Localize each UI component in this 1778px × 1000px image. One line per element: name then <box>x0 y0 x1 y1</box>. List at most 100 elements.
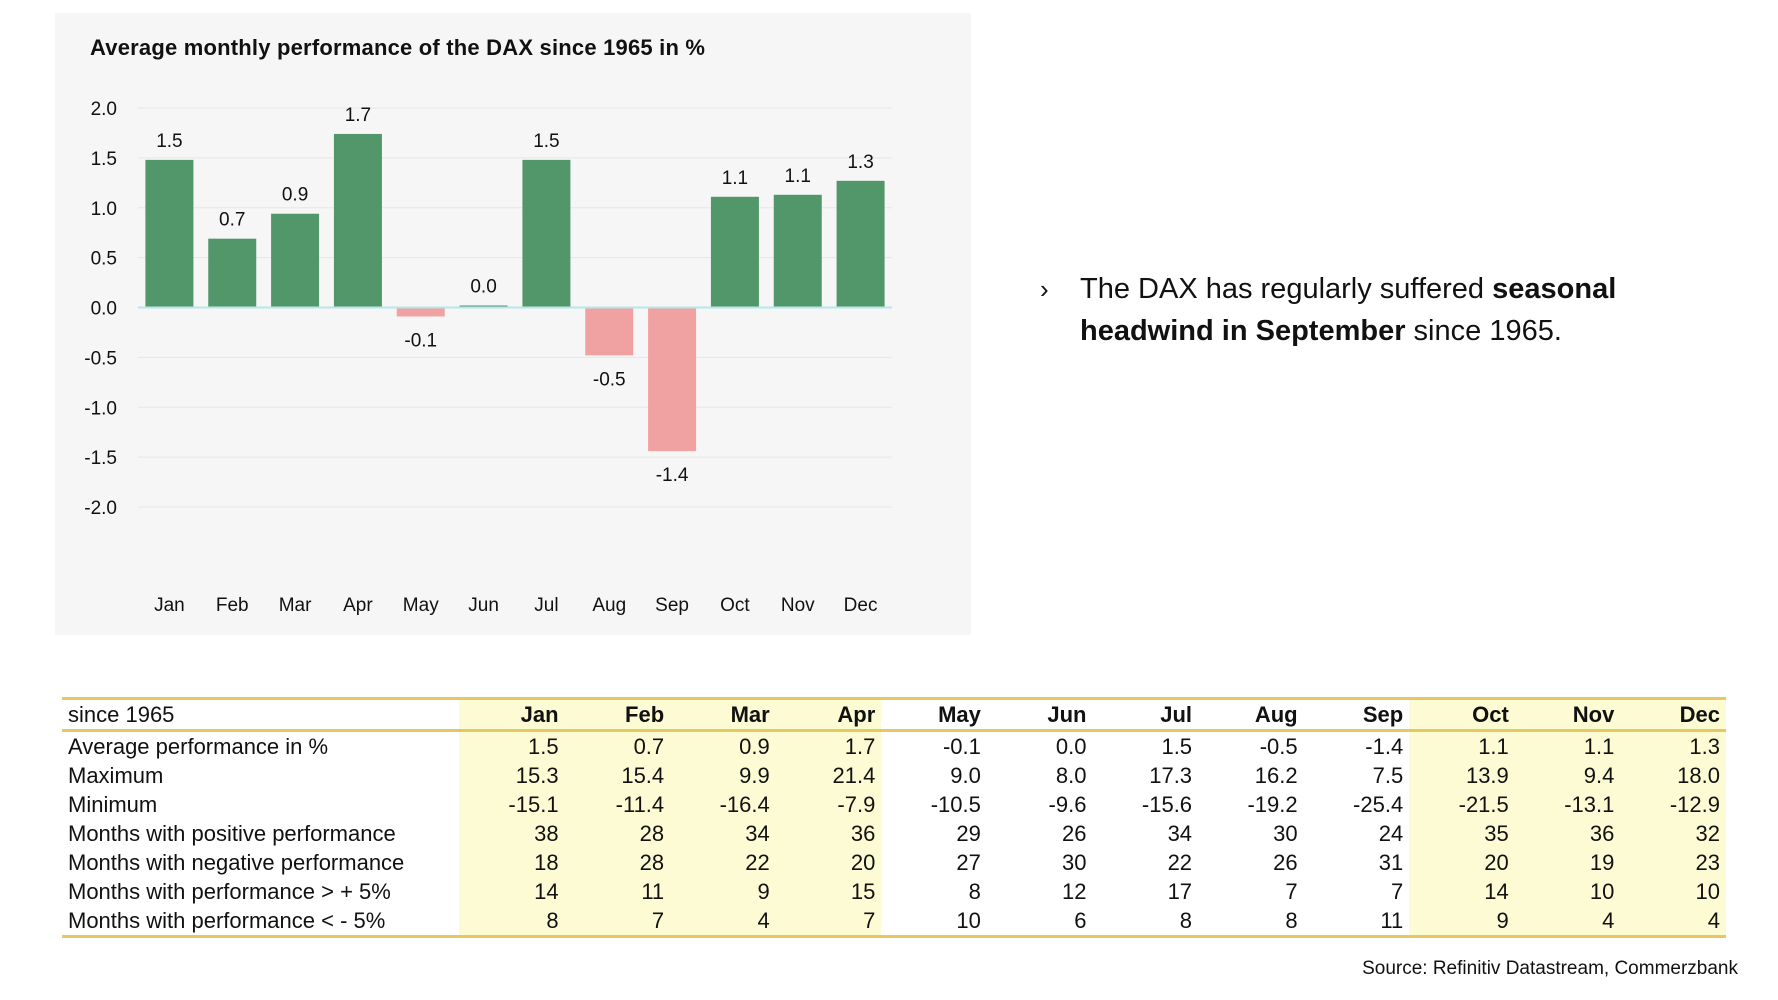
table-header-row: since 1965 Jan Feb Mar Apr May Jun Jul Aug Sep Oc… <box>62 698 1726 731</box>
table-cell: -0.1 <box>942 733 981 759</box>
chart-panel: Average monthly performance of the DAX s… <box>55 13 971 635</box>
chart-title: Average monthly performance of the DAX s… <box>90 35 706 60</box>
column-header-jul: Jul <box>1160 701 1193 727</box>
table-cell: 20 <box>775 848 882 877</box>
table-cell: 20 <box>1409 848 1515 877</box>
table-cell: 4 <box>1620 906 1726 937</box>
data-label: 1.5 <box>533 131 559 152</box>
x-tick-label: Jul <box>534 595 558 616</box>
column-header-feb: Feb <box>564 698 671 731</box>
table-row: Average performance in % 1.5 0.7 0.9 1.7 -0.1… <box>62 730 1726 761</box>
bar <box>145 159 194 308</box>
table-cell: 17.3 <box>1149 762 1193 788</box>
table-cell: 30 <box>1273 820 1298 846</box>
bullet-text-bold: seasonal headwind in September <box>1080 273 1617 347</box>
column-header-sep: Sep <box>1362 701 1404 727</box>
x-tick-label: Aug <box>592 595 626 616</box>
x-tick-label: Jun <box>468 595 499 616</box>
data-label: 1.7 <box>345 105 371 126</box>
table-cell: 8 <box>459 906 565 937</box>
table-cell: 36 <box>1514 819 1621 848</box>
table-cell: 6 <box>1074 907 1087 933</box>
y-tick-label: 0.0 <box>91 299 117 320</box>
table-cell: -25.4 <box>1353 791 1404 817</box>
table-cell: 24 <box>1378 820 1404 846</box>
table-cell: 34 <box>1167 820 1193 846</box>
data-label: 0.7 <box>219 210 245 231</box>
y-tick-label: 0.5 <box>91 249 117 270</box>
table-header-label: since 1965 <box>68 701 175 727</box>
table-cell: -13.1 <box>1514 790 1621 819</box>
table-cell: 22 <box>670 848 776 877</box>
table-body: Average performance in % 1.5 0.7 0.9 1.7 -0.1… <box>62 730 1726 937</box>
x-tick-label: Apr <box>343 595 373 616</box>
table-cell: 4 <box>1514 906 1621 937</box>
column-header-apr: Apr <box>775 698 882 731</box>
column-header-jan: Jan <box>459 698 565 731</box>
column-header-mar: Mar <box>670 698 776 731</box>
table-cell: 7 <box>1285 878 1298 904</box>
column-header-nov: Nov <box>1514 698 1621 731</box>
bullet-text: The DAX has regularly suffered seasonal … <box>1080 268 1680 352</box>
data-label: -1.4 <box>656 465 689 486</box>
table-cell: 32 <box>1620 819 1726 848</box>
table-cell: 1.3 <box>1620 730 1726 761</box>
table-cell: -9.6 <box>1048 791 1087 817</box>
table-cell: -11.4 <box>564 790 671 819</box>
x-tick-label: Nov <box>781 595 815 616</box>
table-cell: 14 <box>1409 877 1515 906</box>
y-tick-label: 2.0 <box>91 99 117 120</box>
data-label: -0.5 <box>593 369 626 390</box>
table-cell: 10 <box>956 907 981 933</box>
row-label: Months with performance > + 5% <box>68 878 391 904</box>
bullet-text-start: The DAX has regularly suffered <box>1080 273 1493 305</box>
row-label: Maximum <box>68 762 164 788</box>
table-cell: -1.4 <box>1365 733 1404 759</box>
source-note: Source: Refinitiv Datastream, Commerzban… <box>1362 958 1738 979</box>
table-cell: 0.0 <box>1055 733 1087 759</box>
table-cell: 4 <box>670 906 776 937</box>
y-tick-label: 1.5 <box>91 149 117 170</box>
x-tick-label: May <box>403 595 439 616</box>
table-cell: 8.0 <box>1055 762 1087 788</box>
table-cell: 9 <box>670 877 776 906</box>
column-header-aug: Aug <box>1254 701 1298 727</box>
table-row: Months with positive performance 38 28 34 36… <box>62 819 1726 848</box>
y-tick-label: -0.5 <box>84 348 117 369</box>
table-cell: 16.2 <box>1254 762 1298 788</box>
table-cell: -15.6 <box>1141 791 1193 817</box>
table-cell: 11 <box>564 877 671 906</box>
table-cell: 26 <box>1273 849 1298 875</box>
table-cell: 9.4 <box>1514 761 1621 790</box>
table-cell: 26 <box>1061 820 1087 846</box>
x-tick-label: Feb <box>216 595 249 616</box>
row-label: Average performance in % <box>68 733 329 759</box>
table-cell: 35 <box>1409 819 1515 848</box>
x-tick-label: Mar <box>279 595 312 616</box>
table-row: Maximum 15.3 15.4 9.9 21.4 9.0 8.0 17.3 16.2 7.5 1… <box>62 761 1726 790</box>
table-cell: 8 <box>1179 907 1193 933</box>
x-tick-label: Oct <box>720 595 750 616</box>
table-cell: 27 <box>956 849 981 875</box>
bar-chart: 2.0 1.5 1.0 0.5 0.0 -0.5 -1.0 -1.5 -2.0 1.5 Jan 0.7… <box>84 99 892 616</box>
data-label: 1.1 <box>722 168 748 189</box>
table-cell: 15.4 <box>564 761 671 790</box>
bullet-text-end: since 1965. <box>1405 315 1562 347</box>
table-cell: 1.1 <box>1514 730 1621 761</box>
bullet-chevron-icon: › <box>1040 274 1049 304</box>
table-cell: 1.5 <box>459 730 565 761</box>
table-cell: 31 <box>1378 849 1404 875</box>
table-cell: 29 <box>956 820 981 846</box>
table-cell: 8 <box>968 878 981 904</box>
table-cell: -10.5 <box>930 791 981 817</box>
table-cell: 9.9 <box>670 761 776 790</box>
table-cell: 7 <box>775 906 882 937</box>
data-label: 1.3 <box>847 152 873 173</box>
bar <box>710 196 759 308</box>
bar <box>208 238 257 308</box>
bar <box>585 307 634 356</box>
row-label: Months with negative performance <box>68 849 405 875</box>
table-cell: 1.5 <box>1161 733 1193 759</box>
bar <box>333 133 382 308</box>
data-label: 1.5 <box>156 131 182 152</box>
